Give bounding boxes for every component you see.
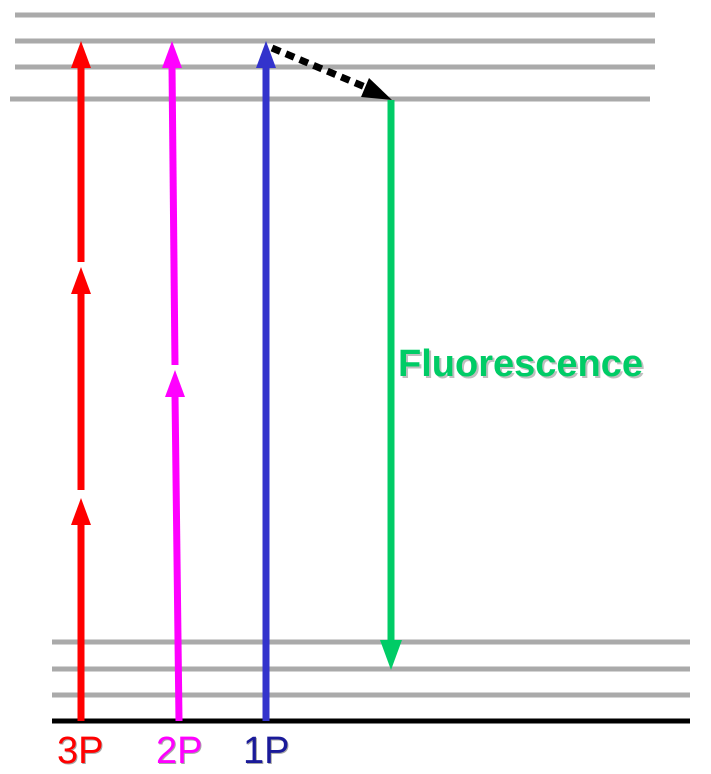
dotted-arrow-icon xyxy=(361,78,392,100)
arrow-up-icon xyxy=(71,267,91,294)
two-photon-arrows xyxy=(162,41,185,722)
relaxation-arrow xyxy=(270,44,392,100)
arrow-down-icon xyxy=(380,640,402,670)
two-photon-segment-2 xyxy=(168,65,179,366)
one-photon-arrow xyxy=(256,41,276,721)
fluorescence-arrow xyxy=(380,100,402,670)
relaxation-dotted-line xyxy=(270,44,372,93)
excited-state-levels xyxy=(10,12,655,102)
arrow-up-icon xyxy=(256,41,276,68)
arrow-up-icon xyxy=(71,41,91,68)
one-photon-label: 1P xyxy=(243,730,290,772)
arrow-up-icon xyxy=(165,370,185,397)
three-photon-arrows xyxy=(71,41,91,721)
two-photon-segment-1 xyxy=(171,394,183,722)
two-photon-label: 2P xyxy=(156,730,203,772)
fluorescence-label: Fluorescence xyxy=(398,343,643,385)
three-photon-label: 3P xyxy=(57,730,104,772)
arrow-up-icon xyxy=(162,41,182,68)
arrow-up-icon xyxy=(71,498,91,525)
ground-state-levels xyxy=(52,639,690,724)
